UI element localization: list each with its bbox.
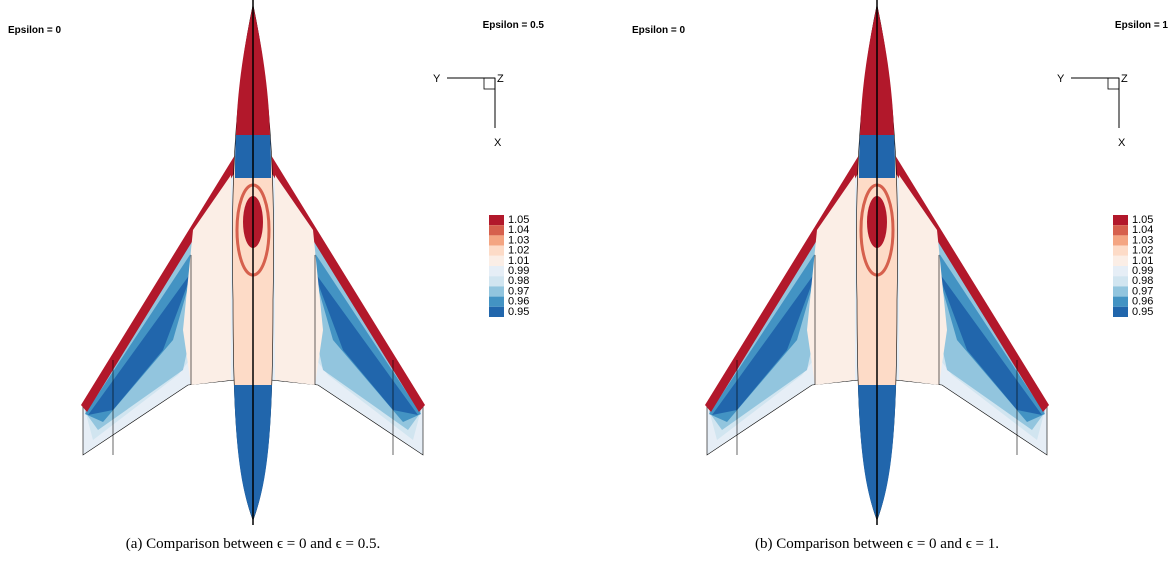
legend-label: 1.02 bbox=[1132, 245, 1153, 257]
legend-swatch bbox=[489, 225, 504, 236]
left-label: Epsilon = 0 bbox=[8, 25, 62, 36]
legend-label: 1.05 bbox=[1132, 214, 1153, 226]
axis-box bbox=[483, 77, 496, 90]
legend-label: 1.02 bbox=[508, 245, 529, 257]
legend-label: 0.96 bbox=[508, 296, 529, 308]
left-label: Epsilon = 0 bbox=[632, 25, 686, 36]
legend-label: 1.03 bbox=[508, 234, 529, 246]
legend-label: 1.05 bbox=[508, 214, 529, 226]
legend-label: 0.97 bbox=[1132, 285, 1153, 297]
legend-swatch bbox=[489, 306, 504, 317]
legend-label: 1.03 bbox=[1132, 234, 1153, 246]
legend-swatch bbox=[489, 255, 504, 266]
legend-swatch bbox=[489, 235, 504, 246]
panel: Epsilon = 0 Epsilon = 1Y ZX1.051.041.031.0… bbox=[632, 0, 1168, 552]
right-label: Epsilon = 1 bbox=[1115, 20, 1169, 31]
legend-label: 1.01 bbox=[1132, 255, 1153, 267]
axis-x: X bbox=[494, 137, 502, 149]
axis-z: Z bbox=[497, 73, 504, 85]
legend-label: 0.99 bbox=[1132, 265, 1153, 277]
legend-swatch bbox=[1113, 306, 1128, 317]
legend-label: 0.98 bbox=[508, 275, 529, 287]
legend-swatch bbox=[1113, 235, 1128, 246]
legend-label: 0.96 bbox=[1132, 296, 1153, 308]
legend-swatch bbox=[489, 296, 504, 307]
axis-z: Z bbox=[1121, 73, 1128, 85]
caption: (a) Comparison between ϵ = 0 and ϵ = 0.5… bbox=[126, 536, 380, 552]
aircraft-contour bbox=[81, 0, 425, 525]
aircraft-contour bbox=[705, 0, 1049, 525]
legend-label: 1.01 bbox=[508, 255, 529, 267]
legend-label: 0.95 bbox=[1132, 306, 1153, 318]
caption: (b) Comparison between ϵ = 0 and ϵ = 1. bbox=[755, 536, 999, 552]
legend-label: 0.98 bbox=[1132, 275, 1153, 287]
legend-label: 0.99 bbox=[508, 265, 529, 277]
legend-swatch bbox=[1113, 266, 1128, 277]
legend-swatch bbox=[489, 245, 504, 256]
right-label: Epsilon = 0.5 bbox=[483, 20, 545, 31]
axis-y: Y bbox=[433, 73, 441, 85]
axis-box bbox=[1107, 77, 1120, 90]
legend-swatch bbox=[1113, 245, 1128, 256]
legend-swatch bbox=[1113, 286, 1128, 297]
legend-label: 1.04 bbox=[1132, 224, 1153, 236]
legend-swatch bbox=[489, 215, 504, 226]
axis-y: Y bbox=[1057, 73, 1065, 85]
legend-label: 1.04 bbox=[508, 224, 529, 236]
legend-swatch bbox=[489, 286, 504, 297]
legend-label: 0.95 bbox=[508, 306, 529, 318]
legend-swatch bbox=[1113, 255, 1128, 266]
legend-label: 0.97 bbox=[508, 285, 529, 297]
legend-swatch bbox=[1113, 215, 1128, 226]
legend-swatch bbox=[1113, 296, 1128, 307]
legend-swatch bbox=[489, 276, 504, 287]
legend-swatch bbox=[1113, 276, 1128, 287]
panel: Epsilon = 0 Epsilon = 0.5Y ZX1.051.041.031… bbox=[8, 0, 544, 552]
legend-swatch bbox=[1113, 225, 1128, 236]
legend-swatch bbox=[489, 266, 504, 277]
axis-x: X bbox=[1118, 137, 1126, 149]
